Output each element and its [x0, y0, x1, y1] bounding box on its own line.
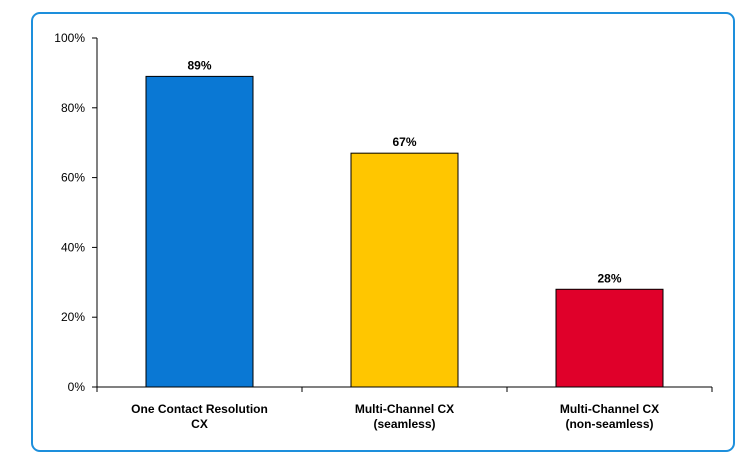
category-label: (seamless) — [373, 417, 435, 431]
data-label: 89% — [187, 58, 211, 72]
data-label: 67% — [392, 135, 416, 149]
y-tick-label: 60% — [61, 171, 85, 185]
y-tick-label: 20% — [61, 310, 85, 324]
x-axis — [96, 386, 713, 392]
category-label: Multi-Channel CX — [560, 402, 659, 416]
category-label: Multi-Channel CX — [355, 402, 454, 416]
bar — [145, 75, 254, 388]
y-tick-label: 0% — [68, 380, 86, 394]
y-tick-label: 100% — [54, 31, 85, 45]
bars — [145, 75, 664, 388]
category-label: CX — [191, 417, 208, 431]
category-label: One Contact Resolution — [131, 402, 268, 416]
bar — [350, 152, 459, 388]
data-label: 28% — [597, 271, 621, 285]
y-tick-label: 80% — [61, 101, 85, 115]
data-labels: 89% 67% 28% — [187, 58, 621, 285]
category-label: (non-seamless) — [565, 417, 653, 431]
y-tick-label: 40% — [61, 240, 85, 254]
bar — [555, 288, 664, 388]
y-axis: 0% 20% 40% 60% 80% 100% — [54, 31, 98, 394]
